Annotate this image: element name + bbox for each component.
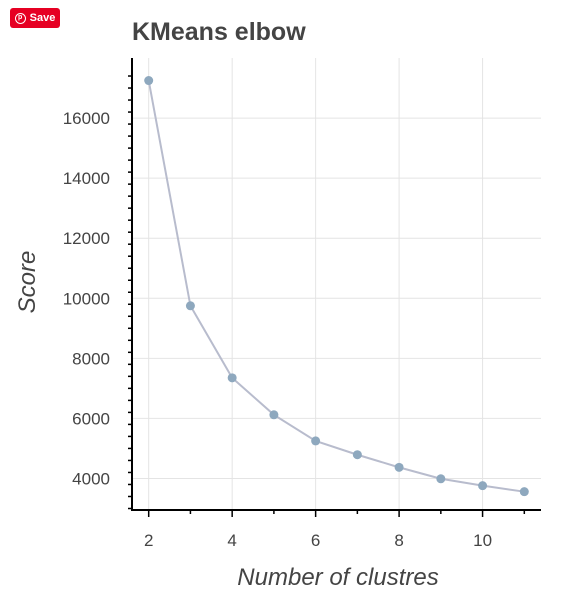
- y-tick-label: 12000: [63, 229, 110, 248]
- x-tick-label: 2: [144, 531, 153, 550]
- data-point: [269, 410, 279, 420]
- y-tick-label: 4000: [72, 469, 110, 488]
- series-line: [147, 80, 525, 493]
- y-tick-label: 6000: [72, 409, 110, 428]
- x-tick-label: 8: [394, 531, 403, 550]
- axes: 2 4 6 8 10 4000 6000 8000 10000 12000 14000 16000: [63, 58, 541, 550]
- save-label: Save: [29, 12, 56, 24]
- x-axis-label: Number of clustres: [237, 564, 438, 591]
- data-point: [185, 301, 195, 311]
- data-point: [311, 436, 321, 446]
- y-tick-label: 8000: [72, 349, 110, 368]
- data-point: [394, 462, 404, 472]
- x-tick-label: 4: [227, 531, 236, 550]
- data-point: [478, 481, 488, 491]
- grid: [132, 58, 541, 510]
- y-tick-label: 14000: [63, 169, 110, 188]
- data-series: [144, 76, 529, 497]
- y-axis-label: Score: [14, 251, 41, 314]
- y-tick-label: 10000: [63, 289, 110, 308]
- pinterest-icon: p: [14, 12, 26, 24]
- data-point: [144, 76, 154, 86]
- y-tick-label: 16000: [63, 109, 110, 128]
- data-point: [352, 450, 362, 460]
- data-point: [436, 474, 446, 484]
- x-tick-label: 10: [473, 531, 492, 550]
- pinterest-save-button[interactable]: p Save: [10, 8, 60, 28]
- data-point: [519, 487, 529, 497]
- data-point: [227, 373, 237, 383]
- x-tick-label: 6: [311, 531, 320, 550]
- chart-title: KMeans elbow: [132, 18, 306, 46]
